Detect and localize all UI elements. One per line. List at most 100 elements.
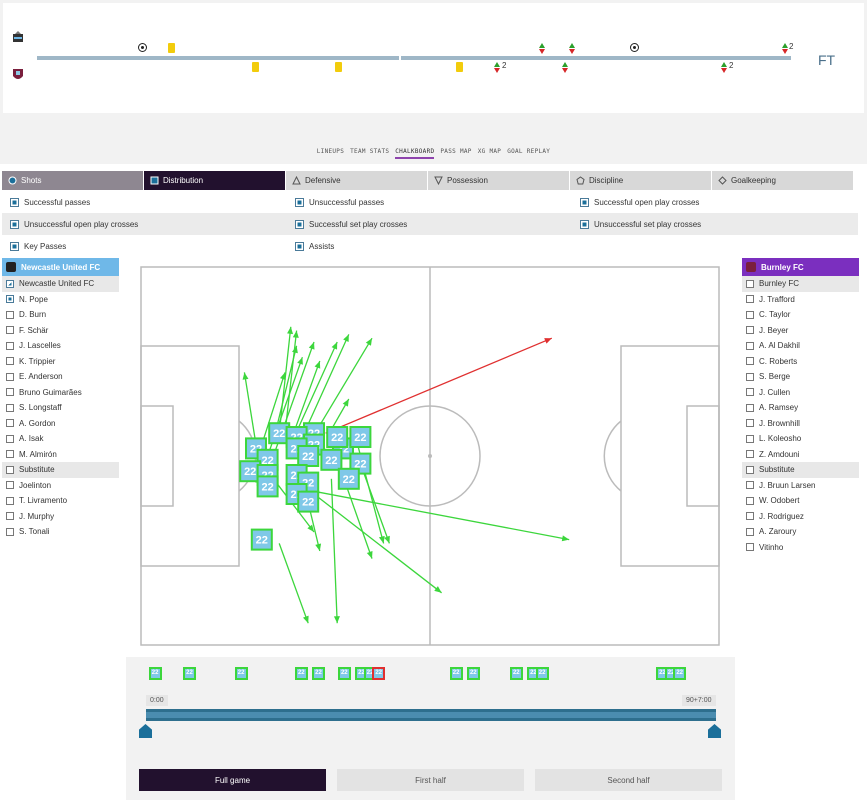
checkbox[interactable] (295, 197, 304, 207)
successful-pass[interactable] (308, 489, 570, 542)
tab-xg-map[interactable]: XG MAP (477, 148, 502, 155)
category-shots[interactable]: Shots (2, 171, 144, 190)
filter-successful-passes[interactable]: Successful passes (2, 197, 287, 207)
pass-origin-marker[interactable]: 22 (320, 448, 343, 471)
player-row[interactable]: S. Longstaff (2, 400, 119, 416)
checkbox[interactable] (746, 279, 754, 288)
timeline-event[interactable]: 22 (509, 667, 523, 680)
filter-unsuccessful-passes[interactable]: Unsuccessful passes (287, 197, 572, 207)
checkbox[interactable] (10, 241, 19, 251)
checkbox[interactable] (6, 465, 14, 474)
substitution-icon[interactable] (539, 43, 547, 55)
checkbox[interactable] (746, 481, 754, 490)
successful-pass[interactable] (242, 372, 257, 445)
player-row[interactable]: Substitute (742, 462, 859, 478)
checkbox[interactable] (746, 434, 754, 443)
time-range-slider[interactable] (146, 709, 716, 721)
checkbox[interactable] (746, 465, 754, 474)
player-row[interactable]: J. Trafford (742, 292, 859, 308)
tab-goal-replay[interactable]: GOAL REPLAY (507, 148, 551, 155)
player-row[interactable]: A. Ramsey (742, 400, 859, 416)
player-row[interactable]: Z. Amdouni (742, 447, 859, 463)
second-half-button[interactable]: Second half (535, 769, 722, 791)
successful-pass[interactable] (330, 478, 340, 624)
checkbox[interactable] (6, 403, 14, 412)
timeline-event[interactable]: 22 (234, 667, 248, 680)
player-row[interactable]: N. Pope (2, 292, 119, 308)
checkbox[interactable] (746, 543, 754, 552)
checkbox[interactable] (6, 279, 14, 288)
filter-assists[interactable]: Assists (287, 241, 572, 251)
successful-pass[interactable] (278, 326, 294, 434)
checkbox[interactable] (6, 481, 14, 490)
timeline-event[interactable]: 22 (449, 667, 463, 680)
pass-origin-marker[interactable]: 22 (250, 528, 273, 551)
timeline-event[interactable]: 22 (372, 667, 386, 680)
checkbox[interactable] (6, 341, 14, 350)
substitution-icon[interactable] (782, 43, 790, 55)
player-row[interactable]: Burnley FC (742, 276, 859, 292)
slider-end-handle[interactable] (708, 724, 721, 738)
player-row[interactable]: A. Isak (2, 431, 119, 447)
filter-successful-set-play-crosses[interactable]: Successful set play crosses (287, 219, 572, 229)
substitution-icon[interactable] (494, 62, 502, 74)
team-header[interactable]: Burnley FC (742, 258, 859, 276)
player-row[interactable]: L. Koleosho (742, 431, 859, 447)
filter-unsuccessful-set-play-crosses[interactable]: Unsuccessful set play crosses (572, 219, 857, 229)
timeline-event[interactable]: 22 (466, 667, 480, 680)
checkbox[interactable] (746, 326, 754, 335)
pass-origin-marker[interactable]: 22 (297, 445, 320, 467)
player-row[interactable]: W. Odobert (742, 493, 859, 509)
checkbox[interactable] (6, 326, 14, 335)
checkbox[interactable] (746, 419, 754, 428)
checkbox[interactable] (10, 197, 19, 207)
checkbox[interactable] (6, 310, 14, 319)
checkbox[interactable] (6, 357, 14, 366)
checkbox[interactable] (580, 219, 589, 229)
substitution-icon[interactable] (562, 62, 570, 74)
category-distribution[interactable]: Distribution (144, 171, 286, 190)
first-half-button[interactable]: First half (337, 769, 524, 791)
tab-team-stats[interactable]: TEAM STATS (350, 148, 390, 155)
player-row[interactable]: J. Cullen (742, 385, 859, 401)
checkbox[interactable] (746, 403, 754, 412)
yellow-card-icon[interactable] (252, 62, 259, 72)
successful-pass[interactable] (278, 543, 309, 624)
checkbox[interactable] (6, 512, 14, 521)
player-row[interactable]: K. Trippier (2, 354, 119, 370)
timeline-event[interactable]: 22 (337, 667, 351, 680)
slider-start-handle[interactable] (139, 724, 152, 738)
category-goalkeeping[interactable]: Goalkeeping (712, 171, 854, 190)
full-game-button[interactable]: Full game (139, 769, 326, 791)
player-row[interactable]: J. Beyer (742, 323, 859, 339)
checkbox[interactable] (6, 434, 14, 443)
goal-ball-icon[interactable] (138, 43, 147, 52)
successful-pass[interactable] (359, 463, 391, 544)
checkbox[interactable] (580, 197, 589, 207)
category-possession[interactable]: Possession (428, 171, 570, 190)
yellow-card-icon[interactable] (168, 43, 175, 53)
yellow-card-icon[interactable] (456, 62, 463, 72)
player-row[interactable]: J. Bruun Larsen (742, 478, 859, 494)
player-row[interactable]: S. Tonali (2, 524, 119, 540)
goal-ball-icon[interactable] (630, 43, 639, 52)
checkbox[interactable] (746, 388, 754, 397)
tab-chalkboard[interactable]: CHALKBOARD (395, 148, 435, 159)
timeline-event[interactable]: 22 (673, 667, 687, 680)
player-row[interactable]: J. Murphy (2, 509, 119, 525)
substitution-icon[interactable] (721, 62, 729, 74)
checkbox[interactable] (6, 372, 14, 381)
tab-lineups[interactable]: LINEUPS (316, 148, 345, 155)
filter-key-passes[interactable]: Key Passes (2, 241, 287, 251)
checkbox[interactable] (746, 310, 754, 319)
successful-pass[interactable] (272, 478, 315, 533)
player-row[interactable]: Substitute (2, 462, 119, 478)
checkbox[interactable] (746, 341, 754, 350)
checkbox[interactable] (746, 372, 754, 381)
checkbox[interactable] (746, 527, 754, 536)
pass-origin-marker[interactable]: 22 (297, 490, 320, 513)
checkbox[interactable] (746, 496, 754, 505)
substitution-icon[interactable] (569, 43, 577, 55)
checkbox[interactable] (6, 496, 14, 505)
player-row[interactable]: E. Anderson (2, 369, 119, 385)
